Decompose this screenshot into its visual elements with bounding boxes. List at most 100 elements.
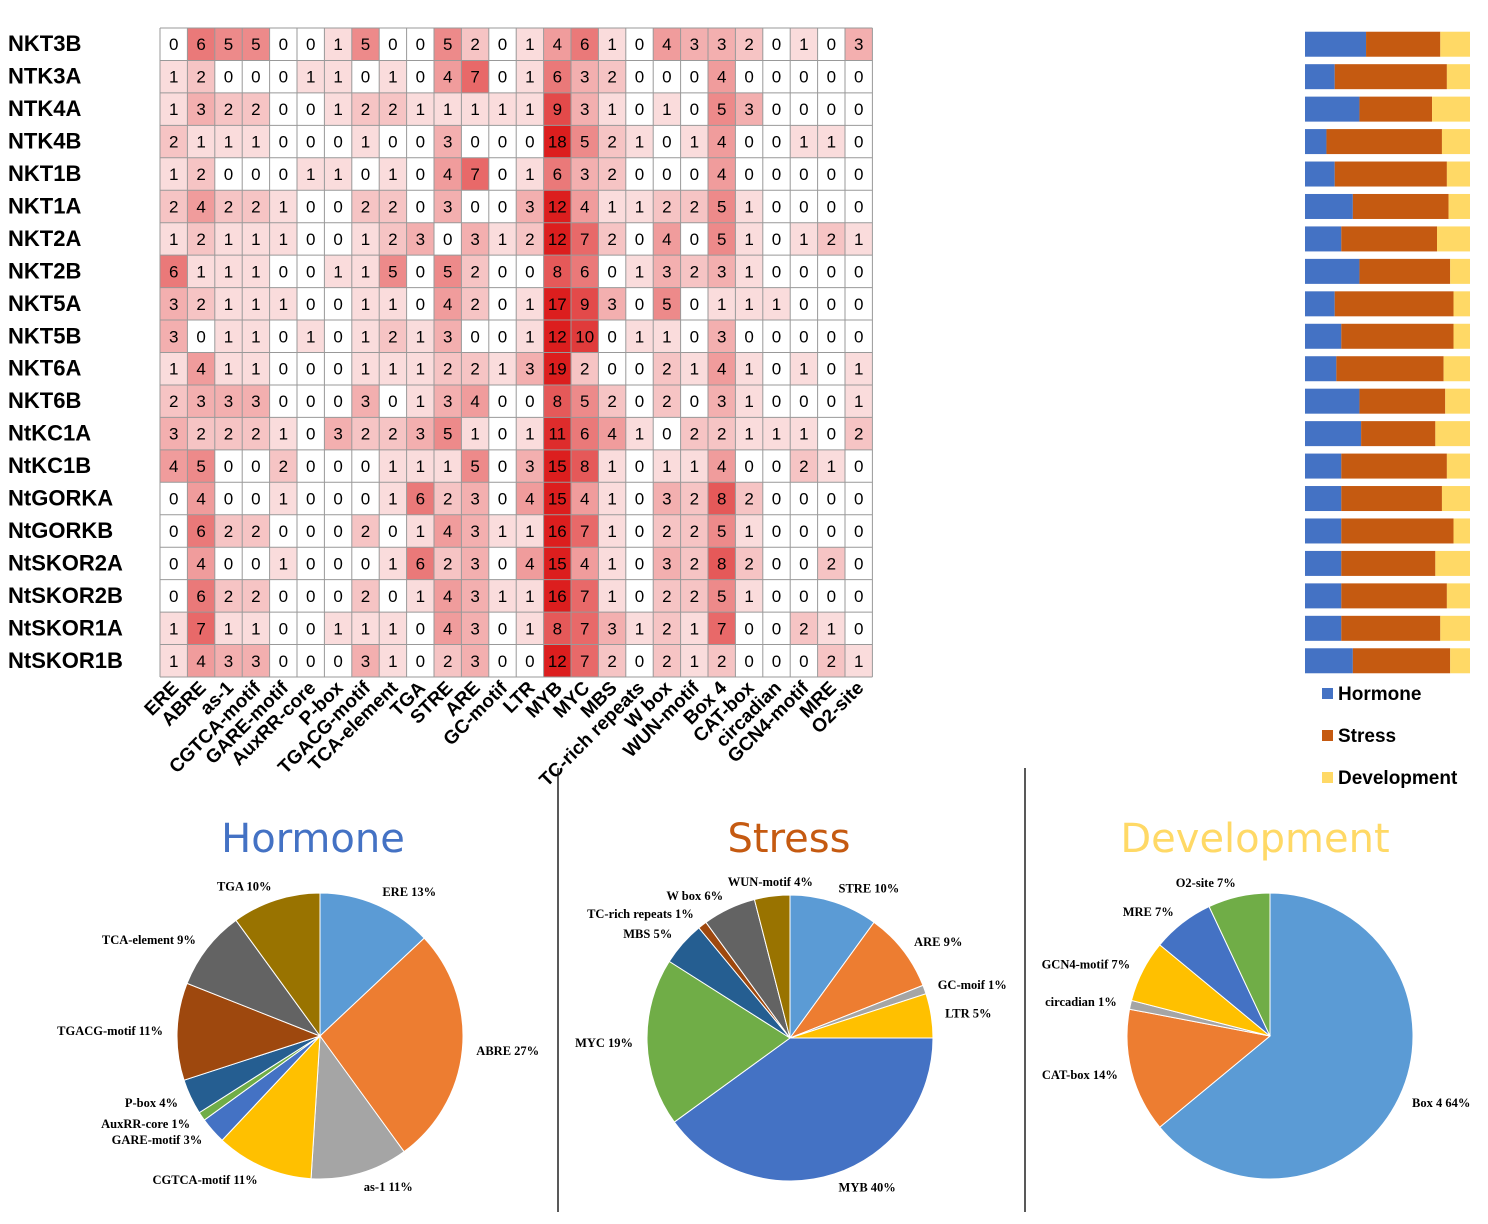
heatmap-cell (543, 579, 571, 613)
heatmap-cell (160, 417, 188, 450)
heatmap-cell (269, 352, 297, 385)
cell-value: 0 (498, 68, 507, 87)
cell-value: 2 (827, 230, 836, 249)
cell-value: 3 (251, 652, 260, 671)
heatmap-cell (516, 222, 544, 256)
cell-value: 2 (224, 522, 233, 541)
cell-value: 6 (580, 262, 589, 281)
heatmap-cell (708, 579, 736, 613)
cell-value: 1 (251, 262, 260, 281)
heatmap-cell (187, 28, 215, 61)
heatmap-cell (762, 514, 791, 548)
cell-value: 4 (443, 165, 452, 184)
heatmap-cell (708, 28, 736, 61)
cell-value: 0 (333, 652, 342, 671)
heatmap-cell (625, 320, 654, 353)
heatmap-cell (160, 579, 188, 613)
cell-value: 9 (553, 100, 562, 119)
heatmap-cell (653, 28, 681, 61)
heatmap-cell (653, 514, 681, 548)
heatmap-cell (324, 449, 352, 483)
heatmap-cell (735, 417, 763, 450)
bar-segment-stress (1359, 388, 1446, 414)
cell-value: 1 (498, 100, 507, 119)
heatmap-cell (488, 190, 517, 223)
heatmap-cell (242, 287, 270, 321)
cell-value: 2 (607, 652, 616, 671)
pie-slice (1159, 892, 1414, 1180)
cell-value: 1 (744, 262, 753, 281)
heatmap-cell (708, 287, 736, 321)
heatmap-cell (708, 612, 736, 645)
heatmap-cell (461, 255, 489, 288)
cell-value: 1 (388, 554, 397, 573)
bar-segment-development (1453, 323, 1470, 349)
pie-label: GC-moif 1% (938, 978, 1007, 992)
cell-value: 0 (635, 35, 644, 54)
heatmap-cell (269, 287, 297, 321)
heatmap-cell (762, 125, 791, 158)
cell-value: 2 (854, 425, 863, 444)
heatmap-cell (406, 579, 434, 613)
pie-slice (319, 937, 464, 1153)
heatmap-cell (790, 92, 818, 126)
cell-value: 1 (251, 619, 260, 638)
heatmap-cell (324, 92, 352, 126)
heatmap-cell (242, 482, 270, 515)
cell-value: 6 (416, 490, 425, 509)
heatmap-cell (845, 92, 873, 126)
cell-value: 2 (196, 230, 205, 249)
cell-value: 0 (416, 619, 425, 638)
cell-value: 3 (607, 619, 616, 638)
heatmap-cell (187, 320, 215, 353)
cell-value: 5 (361, 35, 370, 54)
heatmap-cell (790, 482, 818, 515)
cell-value: 1 (279, 295, 288, 314)
heatmap-cell (406, 287, 434, 321)
cell-value: 0 (498, 490, 507, 509)
cell-value: 2 (361, 587, 370, 606)
cell-value: 1 (224, 262, 233, 281)
cell-value: 3 (662, 554, 671, 573)
cell-value: 2 (662, 197, 671, 216)
cell-value: 18 (548, 133, 567, 152)
cell-value: 1 (333, 262, 342, 281)
row-label: NTK4A (8, 96, 81, 121)
cell-value: 0 (251, 165, 260, 184)
cell-value: 19 (548, 360, 567, 379)
heatmap-cell (735, 384, 763, 418)
pie-charts: Hormone ERE 13% ABRE 27% as-1 11% CGTCA-moti… (57, 816, 1470, 1194)
heatmap-cell (434, 644, 462, 677)
cell-value: 1 (306, 165, 315, 184)
heatmap-cell (351, 255, 380, 288)
cell-value: 1 (498, 360, 507, 379)
cell-value: 1 (169, 230, 178, 249)
heatmap-cell (351, 320, 380, 353)
cell-value: 2 (196, 425, 205, 444)
heatmap-cell (625, 287, 654, 321)
cell-value: 1 (525, 587, 534, 606)
heatmap-cell (817, 547, 845, 580)
heatmap-cell (790, 222, 818, 256)
bar-segment-hormone (1305, 453, 1342, 479)
heatmap-cell (680, 514, 708, 548)
heatmap-cell (790, 612, 818, 645)
cell-value: 0 (388, 587, 397, 606)
heatmap-cell (214, 125, 243, 158)
heatmap-cell (406, 190, 434, 223)
cell-value: 3 (416, 425, 425, 444)
cell-value: 3 (580, 165, 589, 184)
cell-value: 0 (827, 165, 836, 184)
heatmap-cell (543, 255, 571, 288)
heatmap-cell (680, 612, 708, 645)
cell-value: 4 (717, 133, 726, 152)
heatmap-cell (434, 255, 462, 288)
cell-value: 3 (470, 522, 479, 541)
heatmap-cell (187, 547, 215, 580)
cell-value: 5 (388, 262, 397, 281)
heatmap-cell (488, 255, 517, 288)
heatmap-cell (406, 157, 434, 191)
heatmap-cell (762, 644, 791, 677)
cell-value: 0 (279, 133, 288, 152)
cell-value: 3 (196, 392, 205, 411)
